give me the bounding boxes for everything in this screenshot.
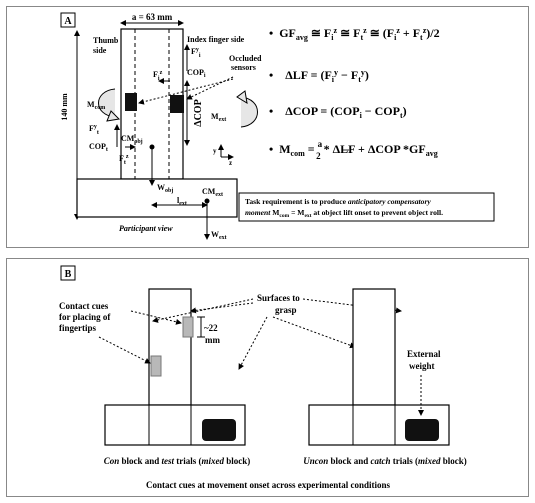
w-obj-label: Wobj — [157, 183, 173, 194]
thumb-sensor — [125, 93, 137, 111]
fi-z-label: Fiz — [153, 70, 163, 82]
index-side-label: Index finger side — [187, 35, 245, 44]
index-sensor — [170, 95, 184, 113]
thumb-contact-cue — [150, 355, 162, 377]
surfaces-to-grasp-label: Surfaces to grasp — [257, 293, 302, 315]
left-caption: Con block and test trials (mixed block) — [104, 456, 251, 466]
m-ext-arrow — [240, 96, 258, 128]
cop-t-label: COPt — [89, 142, 108, 153]
task-requirement-text: Task requirement is to produce anticipat… — [245, 197, 443, 219]
equation-delta-cop: • ΔCOP = (COPi − COPt) — [269, 104, 407, 120]
panel-b-label: B — [65, 269, 72, 280]
panel-a-label-box — [60, 12, 76, 28]
right-caption: Uncon block and catch trials (mixed bloc… — [303, 456, 467, 466]
cop-i-label: COPi — [187, 68, 206, 79]
axis-y-label: y — [213, 147, 217, 155]
grasp-pointer-left-index — [190, 302, 254, 314]
external-weight-label: External weight — [407, 349, 443, 371]
object-base — [76, 178, 238, 218]
l-ext-label: lext — [177, 196, 187, 207]
ft-z-label: Ftz — [119, 154, 129, 166]
task-requirement-box — [238, 192, 495, 222]
w-ext-label: Wext — [211, 230, 227, 241]
m-ext-label: Mext — [211, 112, 226, 123]
cm-obj-label: CMobj — [121, 134, 143, 145]
fi-y-label: Fyi — [191, 47, 201, 59]
equation-delta-lf: • ΔLF = (Fiy − Fty) — [269, 68, 369, 84]
grasp-pointer-right-thumb — [272, 316, 356, 349]
grasp-pointer-mid — [238, 316, 268, 370]
left-object-handle — [148, 288, 192, 406]
m-com-arrowhead — [106, 110, 121, 122]
distance-label: ~22 mm — [204, 323, 220, 345]
m-com-label: Mcom — [87, 100, 105, 111]
panel-a: A a = 63 mm 140 mm Thumb side Index finge… — [6, 6, 529, 248]
axis-z-label: z — [229, 159, 232, 167]
object-width-label: a = 63 mm — [132, 12, 173, 22]
height-label: 140 mm — [60, 93, 69, 121]
equations: • GFavg ≅ Fiz ≅ Ftz ≅ (Fiz + Ftz)/2 • ΔL… — [269, 26, 440, 161]
panel-a-diagram: A a = 63 mm 140 mm Thumb side Index finge… — [60, 12, 495, 241]
occluded-pointer-index — [186, 76, 234, 100]
ft-y-label: Fyt — [89, 124, 99, 136]
cue-pointer-thumb — [98, 336, 151, 364]
grasp-pointer-left-thumb — [152, 298, 254, 323]
contact-cues-label: Contact cues for placing of fingertips — [59, 301, 113, 333]
occluded-sensors-label: Occluded sensors — [229, 54, 262, 72]
panel-a-label: A — [64, 16, 72, 27]
participant-view-label: Participant view — [119, 224, 173, 233]
right-object-handle — [352, 288, 396, 406]
panel-b-title: Contact cues at movement onset across ex… — [146, 480, 391, 490]
index-contact-cue — [182, 316, 194, 338]
delta-cop-label: ΔCOP — [193, 99, 204, 126]
cm-ext-label: CMext — [202, 187, 223, 198]
grasp-pointer-right-index — [302, 298, 402, 314]
m-ext-arrowhead — [236, 90, 248, 104]
equation-gf-avg: • GFavg ≅ Fiz ≅ Ftz ≅ (Fiz + Ftz)/2 — [269, 26, 440, 42]
panel-b-label-box — [60, 265, 76, 281]
left-external-weight — [202, 419, 236, 441]
thumb-side-label: Thumb side — [93, 36, 119, 55]
right-external-weight — [405, 419, 439, 441]
panel-b: B ~22 mm Contact cues for placing of fing… — [6, 258, 529, 497]
panel-b-diagram: B ~22 mm Contact cues for placing of fing… — [59, 265, 467, 490]
